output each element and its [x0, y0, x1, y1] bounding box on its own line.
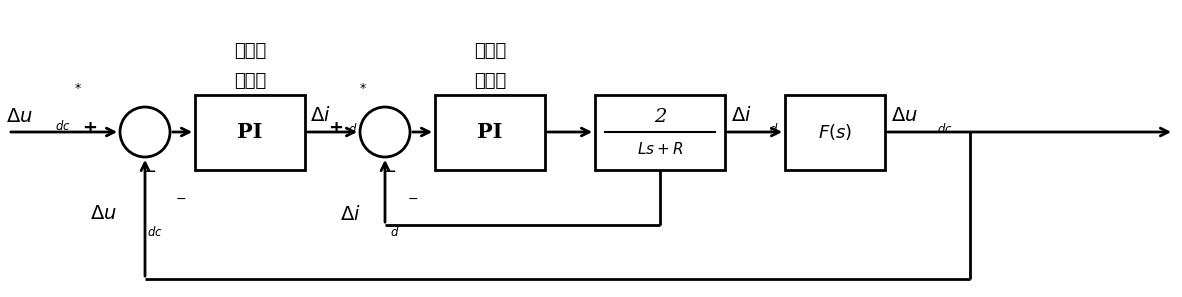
Text: $\Delta i$: $\Delta i$	[310, 106, 331, 125]
Text: PI: PI	[478, 122, 502, 142]
Bar	[595, 94, 725, 170]
Text: $^-$: $^-$	[173, 195, 187, 213]
Text: $-$: $-$	[382, 161, 397, 179]
Text: $\Delta u$: $\Delta u$	[6, 108, 33, 126]
Circle shape	[361, 107, 410, 157]
Text: $_{dc}$: $_{dc}$	[937, 119, 953, 136]
Text: $Ls+R$: $Ls+R$	[637, 140, 683, 157]
Text: $^-$: $^-$	[405, 195, 418, 213]
Bar	[785, 94, 885, 170]
Text: $_d$: $_d$	[769, 119, 779, 136]
Text: $_d$: $_d$	[348, 119, 358, 136]
Text: +: +	[82, 119, 97, 137]
Text: $^*$: $^*$	[357, 84, 368, 102]
Text: $^*$: $^*$	[72, 84, 83, 102]
Bar	[195, 94, 305, 170]
Circle shape	[121, 107, 170, 157]
Text: $_{dc}$: $_{dc}$	[147, 222, 163, 239]
Text: $\Delta u$: $\Delta u$	[90, 205, 117, 223]
Text: $_{dc}$: $_{dc}$	[56, 116, 71, 133]
Text: 控制器: 控制器	[234, 72, 266, 89]
Text: PI: PI	[238, 122, 262, 142]
Text: 2: 2	[654, 108, 667, 126]
Text: 电压环: 电压环	[234, 42, 266, 59]
Text: 电流环: 电流环	[474, 42, 506, 59]
Text: $F(s)$: $F(s)$	[818, 122, 852, 142]
Bar	[435, 94, 545, 170]
Text: 控制器: 控制器	[474, 72, 506, 89]
Text: $\Delta i$: $\Delta i$	[340, 205, 361, 224]
Text: +: +	[327, 119, 343, 137]
Text: $\Delta i$: $\Delta i$	[730, 106, 752, 125]
Text: $-$: $-$	[142, 161, 156, 179]
Text: $\Delta u$: $\Delta u$	[891, 107, 918, 125]
Text: $_d$: $_d$	[390, 222, 400, 239]
